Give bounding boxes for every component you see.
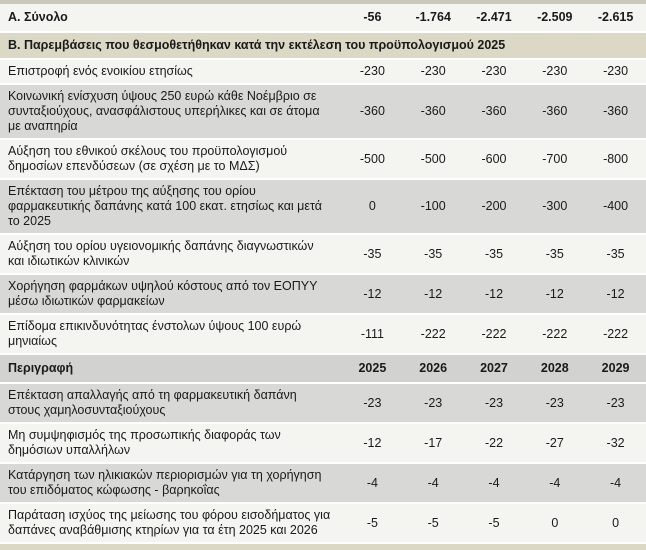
row-label: Χορήγηση φαρμάκων υψηλού κόστους από τον… (8, 279, 318, 308)
value-cell: -4 (549, 475, 561, 490)
table-row: Επιστροφή ενός ενοικίου ετησίως -230 -230 -… (0, 58, 646, 83)
value-cell: -230 (481, 64, 507, 78)
row-label: Αύξηση του εθνικού σκέλους του προϋπολογ… (8, 144, 288, 173)
row-label: Α. Σύνολο (8, 10, 68, 24)
column-header-row: Περιγραφή 2025 2026 2027 2028 2029 (0, 353, 646, 382)
value-cell: -27 (545, 435, 564, 450)
year-column-header: 2025 (358, 361, 387, 375)
table-row: Επέκταση του μέτρου της αύξησης του ορίο… (0, 178, 646, 233)
value-cell: -230 (359, 64, 385, 78)
row-label: Παράταση ισχύος της μείωσης του φόρου ει… (8, 508, 331, 537)
table-row: Χορήγηση φαρμάκων υψηλού κόστους από τον… (0, 273, 646, 313)
value-cell: -4 (488, 475, 500, 490)
table-row: Αύξηση του ορίου υγειονομικής δαπάνης δι… (0, 233, 646, 273)
value-cell: -230 (603, 64, 629, 78)
value-cell: -230 (542, 64, 568, 78)
section-header-row: Β. Παρεμβάσεις που θεσμοθετήθηκαν κατά τ… (0, 31, 646, 58)
value-cell: -4 (427, 475, 439, 490)
value-cell: 0 (368, 199, 376, 213)
row-label: Αύξηση του ορίου υγειονομικής δαπάνης δι… (8, 239, 314, 268)
value-cell: -360 (481, 104, 507, 118)
description-column-header: Περιγραφή (8, 361, 74, 375)
row-label: Επίδομα επικινδυνότητας ένστολων ύψους 1… (8, 319, 302, 348)
value-cell: -500 (359, 151, 385, 166)
value-cell: -12 (606, 286, 625, 301)
year-column-header: 2026 (419, 361, 448, 375)
value-cell: -12 (363, 286, 382, 301)
value-cell: -23 (545, 395, 564, 410)
value-cell: -700 (542, 151, 568, 166)
value-cell: -200 (481, 199, 507, 213)
row-label: Κοινωνική ενίσχυση ύψους 250 ευρώ κάθε Ν… (8, 89, 320, 133)
value-cell: -5 (366, 515, 378, 530)
value-cell: -400 (603, 199, 629, 213)
value-cell: -2.615 (597, 10, 634, 24)
year-column-header: 2027 (480, 361, 508, 375)
table-row: Επέκταση απαλλαγής από τη φαρμακευτική δ… (0, 382, 646, 422)
table-row: Κοινωνική ενίσχυση ύψους 250 ευρώ κάθε Ν… (0, 83, 646, 138)
value-cell: -360 (420, 104, 446, 118)
value-cell: -2.509 (537, 10, 573, 24)
value-cell: -222 (603, 326, 629, 341)
value-cell: -12 (424, 286, 443, 301)
table-bottom-edge (0, 542, 646, 550)
value-cell: -230 (420, 64, 446, 78)
value-cell: -360 (542, 104, 568, 118)
row-label: Επέκταση απαλλαγής από τη φαρμακευτική δ… (8, 388, 297, 417)
value-cell: -35 (424, 246, 443, 261)
value-cell: -1.764 (415, 10, 451, 24)
value-cell: -23 (484, 395, 504, 410)
value-cell: -222 (542, 326, 568, 341)
value-cell: -23 (424, 395, 443, 410)
value-cell: -17 (424, 435, 443, 450)
value-cell: -23 (606, 395, 625, 410)
value-cell: -100 (420, 199, 446, 213)
table-row: Επίδομα επικινδυνότητας ένστολων ύψους 1… (0, 313, 646, 353)
value-cell: -300 (542, 199, 568, 213)
row-label: Κατάργηση των ηλικιακών περιορισμών για … (8, 468, 322, 497)
value-cell: -800 (603, 151, 629, 166)
value-cell: -360 (603, 104, 629, 118)
row-label: Επέκταση του μέτρου της αύξησης του ορίο… (8, 184, 322, 228)
value-cell: -35 (606, 246, 625, 261)
value-cell: -35 (545, 246, 564, 261)
value-cell: -35 (484, 246, 504, 261)
value-cell: -12 (484, 286, 504, 301)
value-cell: -5 (427, 515, 439, 530)
fiscal-table: Α. Σύνολο -56 -1.764 -2.471 -2.509 -2.615 Β. Π… (0, 4, 646, 542)
value-cell: -500 (420, 151, 446, 166)
value-cell: -600 (481, 151, 507, 166)
value-cell: -35 (363, 246, 382, 261)
row-label: Επιστροφή ενός ενοικίου ετησίως (8, 64, 193, 78)
value-cell: -12 (363, 435, 382, 450)
year-column-header: 2028 (540, 361, 569, 375)
table-row: Παράταση ισχύος της μείωσης του φόρου ει… (0, 502, 646, 542)
value-cell: -22 (484, 435, 504, 450)
value-cell: -56 (363, 10, 382, 24)
value-cell: -222 (420, 326, 446, 341)
value-cell: 0 (612, 515, 620, 530)
value-cell: -111 (360, 326, 384, 341)
row-label: Μη συμψηφισμός της προσωπικής διαφοράς τ… (8, 428, 281, 457)
total-row: Α. Σύνολο -56 -1.764 -2.471 -2.509 -2.615 (0, 4, 646, 31)
value-cell: -32 (606, 435, 625, 450)
value-cell: -5 (488, 515, 500, 530)
value-cell: 0 (551, 515, 559, 530)
value-cell: -4 (366, 475, 378, 490)
value-cell: -12 (545, 286, 564, 301)
table-row: Μη συμψηφισμός της προσωπικής διαφοράς τ… (0, 422, 646, 462)
value-cell: -2.471 (476, 10, 512, 24)
table-row: Κατάργηση των ηλικιακών περιορισμών για … (0, 462, 646, 502)
table-top-edge (0, 0, 646, 4)
table-row: Αύξηση του εθνικού σκέλους του προϋπολογ… (0, 138, 646, 178)
value-cell: -222 (481, 326, 507, 341)
value-cell: -23 (363, 395, 382, 410)
value-cell: -4 (610, 475, 622, 490)
row-label: Β. Παρεμβάσεις που θεσμοθετήθηκαν κατά τ… (8, 38, 506, 52)
value-cell: -360 (359, 104, 385, 118)
year-column-header: 2029 (601, 361, 630, 375)
